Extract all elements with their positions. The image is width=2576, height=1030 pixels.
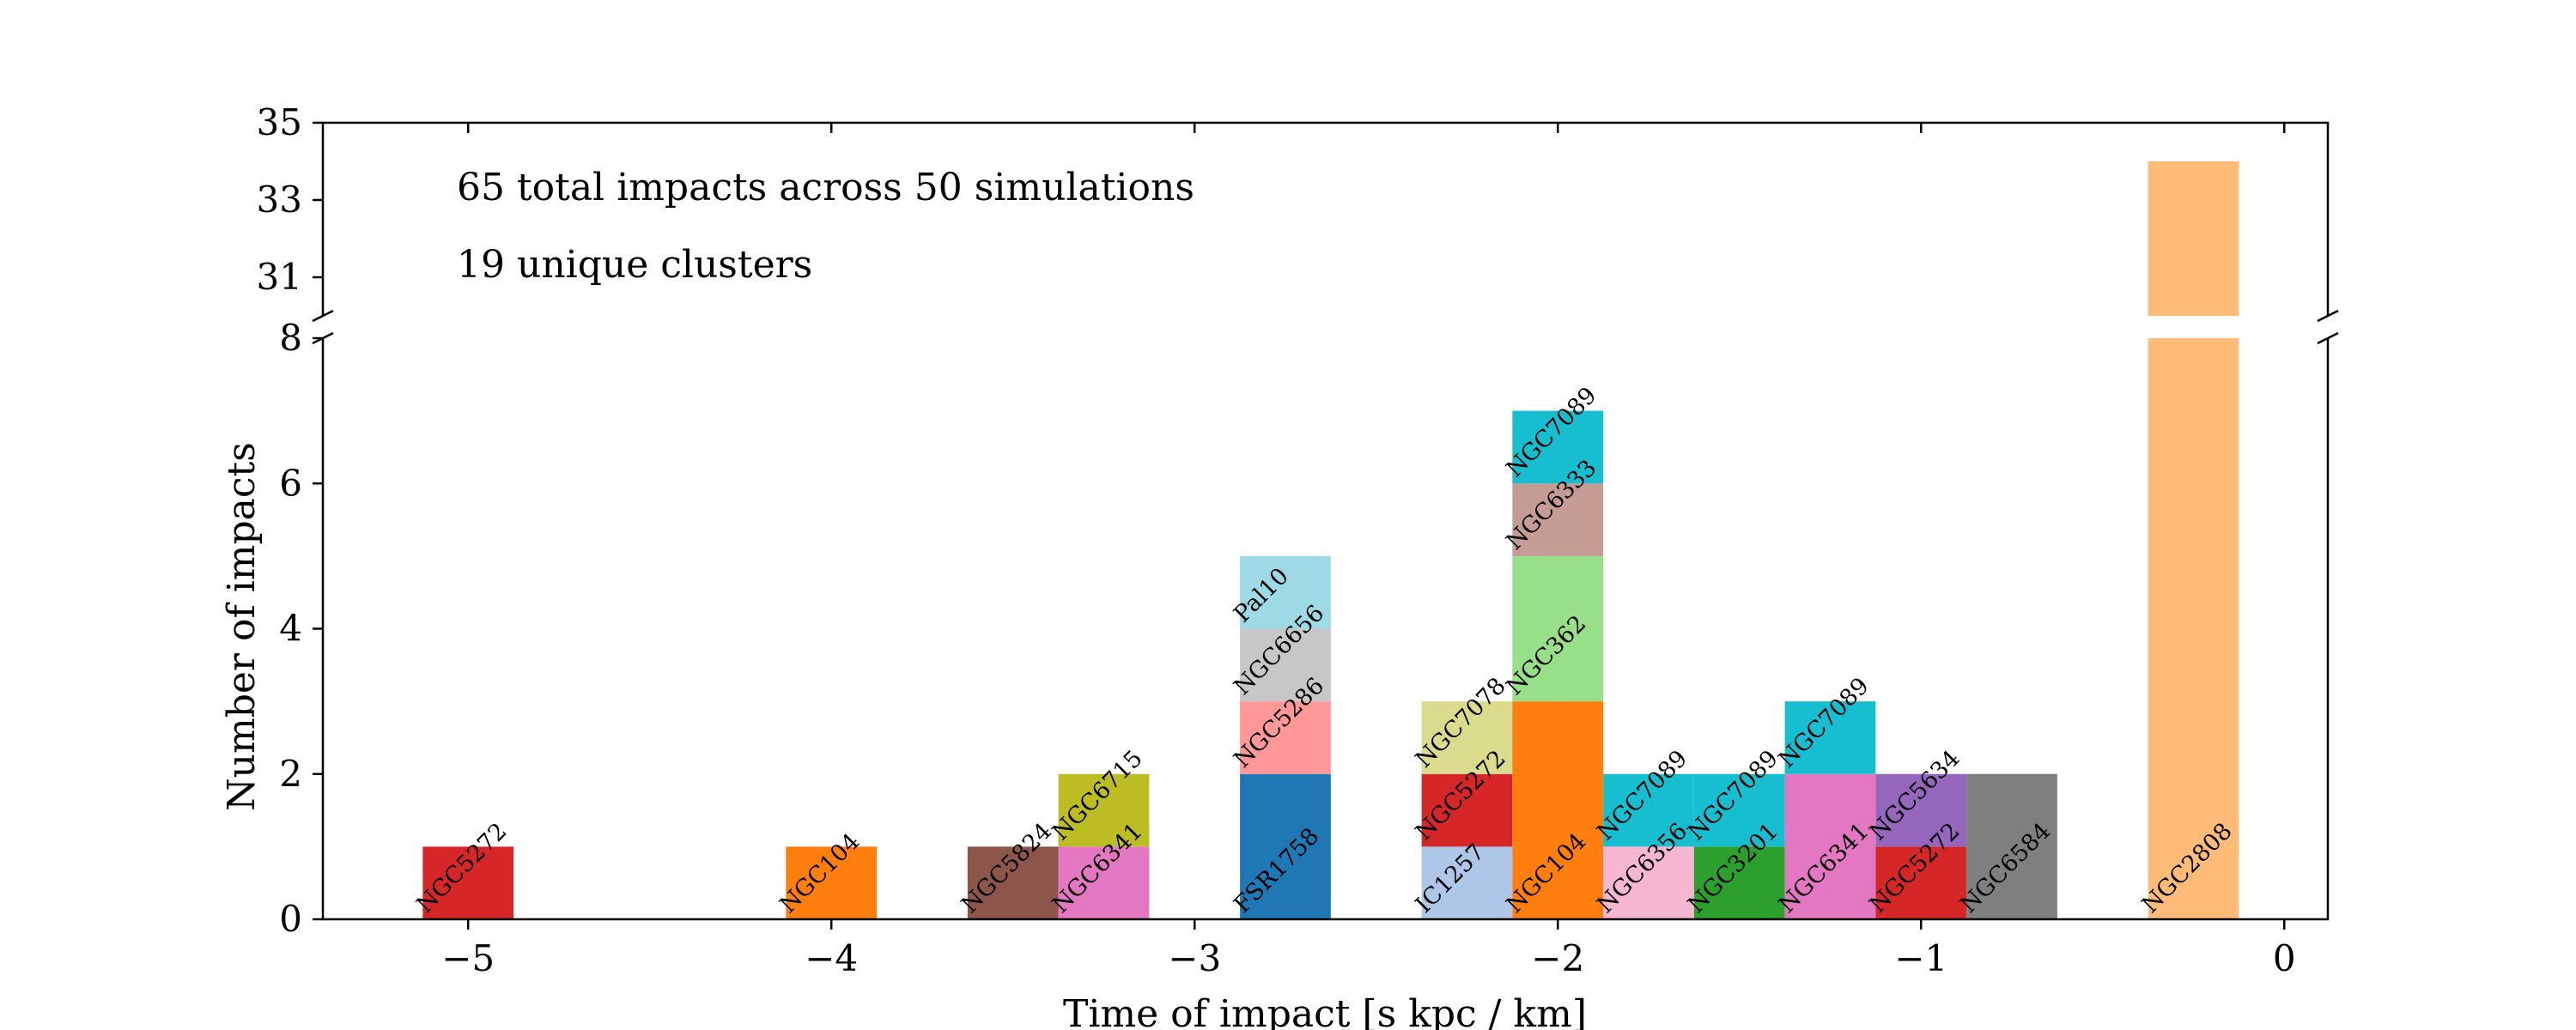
- x-tick-label: −4: [805, 937, 858, 979]
- y-tick-label: 4: [279, 608, 302, 650]
- bar-ngc5272-bin-0: [422, 846, 514, 919]
- bar-ic1257-bin-5: [1421, 846, 1513, 919]
- y-tick-label: 33: [257, 179, 302, 221]
- y-tick-label: 8: [279, 317, 302, 359]
- bar-ngc6341-bin-9: [1784, 773, 1876, 919]
- x-tick-label: 0: [2273, 937, 2296, 979]
- bar-ngc5634-bin-10: [1875, 773, 1967, 847]
- bar-fsr1758-bin-4: [1240, 773, 1331, 919]
- bar-ngc362-bin-6: [1512, 555, 1604, 702]
- bar-ngc5272-bin-5: [1421, 773, 1513, 847]
- x-tick-label: −3: [1168, 937, 1221, 979]
- bar-ngc6656-bin-4: [1240, 628, 1331, 702]
- bar-ngc104-bin-1: [786, 846, 878, 919]
- y-tick-label: 31: [257, 256, 302, 298]
- y-tick-label: 35: [257, 101, 302, 143]
- bar-ngc6715-bin-3: [1058, 773, 1150, 847]
- bar-ngc7089-bin-9: [1784, 701, 1876, 774]
- annotation-total-impacts: 65 total impacts across 50 simulations: [457, 166, 1194, 209]
- bar-ngc7078-bin-5: [1421, 701, 1513, 774]
- lower-panel-bars: [422, 338, 2239, 919]
- bar-ngc7089-bin-7: [1603, 773, 1694, 847]
- x-tick-label: −1: [1894, 937, 1947, 979]
- y-axis-ticks: 0 2 4 6 8 31 33 35: [257, 101, 323, 940]
- bar-ngc5272-bin-10: [1875, 846, 1967, 919]
- bar-ngc5824-bin-2: [967, 846, 1059, 919]
- bar-ngc5286-bin-4: [1240, 701, 1331, 774]
- axis-break-marks: [312, 309, 2339, 345]
- y-tick-label: 2: [279, 753, 302, 795]
- bar-ngc7089-bin-8: [1693, 773, 1785, 847]
- x-axis-ticks: −5 −4 −3 −2 −1 0: [441, 123, 2296, 979]
- bar-ngc6333-bin-6: [1512, 483, 1604, 556]
- bar-pal10-bin-4: [1240, 555, 1331, 629]
- upper-panel-frame: [321, 121, 2330, 316]
- bar-ngc2808-bin-12: [2148, 338, 2239, 919]
- annotation-unique-clusters: 19 unique clusters: [457, 243, 812, 287]
- y-axis-label: Number of impacts: [220, 442, 264, 811]
- bar-ngc104-bin-6: [1512, 701, 1604, 919]
- y-tick-label: 6: [279, 462, 302, 504]
- bar-ngc3201-bin-8: [1693, 846, 1785, 919]
- bar-ngc2808-bin-12-upper: [2148, 161, 2239, 316]
- x-axis-label: Time of impact [s kpc / km]: [1063, 992, 1587, 1030]
- bar-ngc6341-bin-3: [1058, 846, 1150, 919]
- upper-panel-bars: [2148, 161, 2239, 316]
- x-tick-label: −2: [1531, 937, 1584, 979]
- y-tick-label: 0: [279, 898, 302, 940]
- x-tick-label: −5: [441, 937, 495, 979]
- bar-ngc7089-bin-6: [1512, 410, 1604, 484]
- bar-ngc6584-bin-11: [1966, 773, 2057, 919]
- bar-ngc6356-bin-7: [1603, 846, 1694, 919]
